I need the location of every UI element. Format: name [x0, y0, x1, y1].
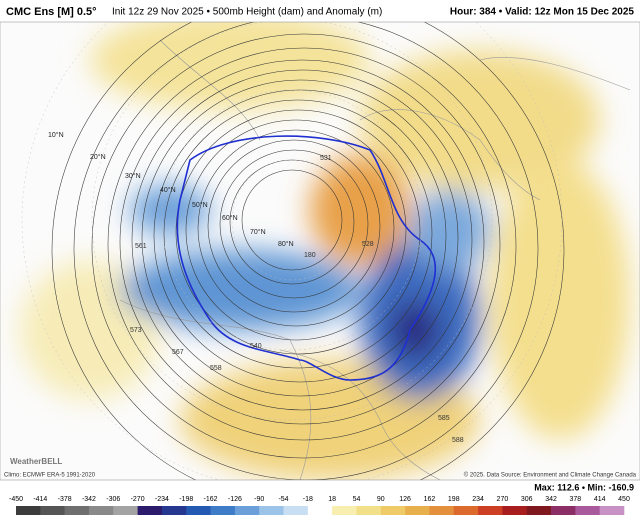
contour-label: 528 [362, 241, 374, 248]
colorbar-swatch [551, 506, 576, 515]
stats: Max: 112.6 • Min: -160.9 [534, 482, 634, 492]
blue-contour [176, 135, 437, 381]
colorbar-swatch [64, 506, 90, 515]
contour-label: 573 [130, 327, 142, 334]
colorbar-label: -18 [303, 496, 313, 503]
colorbar-label: -414 [33, 496, 47, 503]
colorbar-label: -198 [179, 496, 193, 503]
colorbar-swatch [405, 506, 430, 515]
colorbar-swatch [161, 506, 187, 515]
colorbar-swatch [575, 506, 600, 515]
colorbar-label: 342 [545, 496, 557, 503]
contour-label: 561 [135, 243, 147, 250]
colorbar-swatch [380, 506, 406, 515]
colorbar: -450 -414 -378 -342 -306 -270 -234 -198 -162 -126… [9, 496, 630, 515]
colorbar-label: -378 [58, 496, 72, 503]
colorbar-label: 18 [328, 496, 336, 503]
colorbar-label: -342 [82, 496, 96, 503]
model-name: CMC Ens [M] 0.5° [6, 6, 97, 18]
graticule [21, 22, 563, 480]
colorbar-label: 126 [399, 496, 411, 503]
colorbar-swatch [234, 506, 260, 515]
colorbar-label: 378 [570, 496, 582, 503]
contour-label: 180 [304, 252, 316, 259]
colorbar-swatch [137, 506, 163, 515]
colorbar-swatch [40, 506, 65, 515]
logo: WeatherBELL [10, 457, 62, 466]
colorbar-swatch [332, 506, 357, 515]
colorbar-label: -306 [106, 496, 120, 503]
colorbar-label: 306 [521, 496, 533, 503]
colorbar-swatch [526, 506, 552, 515]
map-border [0, 21, 640, 481]
colorbar-swatch [429, 506, 455, 515]
colorbar-label: 90 [377, 496, 385, 503]
description: Init 12z 29 Nov 2025 • 500mb Height (dam… [112, 7, 382, 18]
colorbar-label: -450 [9, 496, 23, 503]
map: 10°N 20°N 30°N 40°N 50°N 60°N 70°N 80°N … [4, 22, 637, 480]
contour-label: 540 [250, 343, 262, 350]
latitude-label: 80°N [278, 240, 294, 248]
contour-label: 558 [210, 365, 222, 372]
colorbar-swatch [16, 506, 41, 515]
colorbar-swatch [186, 506, 211, 515]
colorbar-label: -90 [254, 496, 264, 503]
latitude-label: 20°N [90, 153, 106, 161]
latitude-label: 10°N [48, 131, 64, 139]
colorbar-swatch [88, 506, 114, 515]
colorbar-swatch [356, 506, 382, 515]
colorbar-label: 450 [618, 496, 630, 503]
colorbar-label: 198 [448, 496, 460, 503]
latitude-label: 30°N [125, 172, 141, 180]
colorbar-swatch [502, 506, 528, 515]
colorbar-label: -270 [131, 496, 145, 503]
colorbar-swatch [453, 506, 479, 515]
contour-label: 585 [438, 415, 450, 422]
colorbar-label: 414 [594, 496, 606, 503]
valid-time: Hour: 384 • Valid: 12z Mon 15 Dec 2025 [450, 7, 635, 18]
latitude-label: 70°N [250, 228, 266, 236]
climo: Climo: ECMWF ERA-5 1991-2020 [4, 473, 96, 479]
colorbar-swatch [307, 506, 333, 515]
contour-label: 567 [172, 349, 184, 356]
colorbar-label: -54 [278, 496, 288, 503]
colorbar-label: 234 [472, 496, 484, 503]
contour-label: 531 [320, 155, 332, 162]
colorbar-swatch [210, 506, 236, 515]
latitude-label: 60°N [222, 214, 238, 222]
height-contours [51, 22, 565, 480]
latitude-label: 40°N [160, 186, 176, 194]
colorbar-label: 270 [497, 496, 509, 503]
colorbar-swatch [113, 506, 138, 515]
colorbar-swatch [259, 506, 284, 515]
data-source: © 2025. Data Source: Environment and Cli… [464, 472, 637, 479]
colorbar-swatch [478, 506, 503, 515]
colorbar-swatch [283, 506, 309, 515]
colorbar-label: -162 [204, 496, 218, 503]
latitude-label: 50°N [192, 201, 208, 209]
contour-label: 588 [452, 437, 464, 444]
colorbar-label: -126 [228, 496, 242, 503]
colorbar-label: 162 [424, 496, 436, 503]
colorbar-label: 54 [353, 496, 361, 503]
colorbar-label: -234 [155, 496, 169, 503]
colorbar-swatch [599, 506, 625, 515]
